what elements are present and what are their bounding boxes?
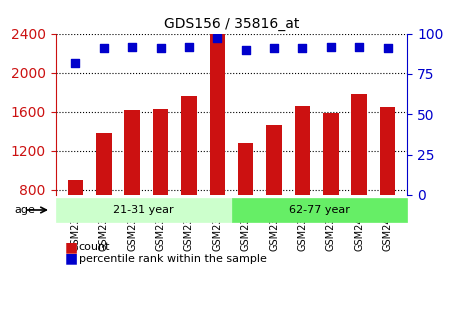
Bar — [266, 125, 282, 195]
Point — [356, 44, 363, 49]
Point — [157, 45, 164, 51]
Point — [384, 45, 391, 51]
Bar — [125, 110, 140, 195]
Bar — [238, 143, 254, 195]
Text: count: count — [79, 242, 110, 252]
Title: GDS156 / 35816_at: GDS156 / 35816_at — [164, 17, 299, 31]
Text: age: age — [14, 205, 35, 215]
Point — [327, 44, 335, 49]
Bar — [351, 94, 367, 195]
Point — [213, 36, 221, 41]
Bar — [181, 96, 197, 195]
Bar — [96, 133, 112, 195]
Point — [185, 44, 193, 49]
Point — [242, 47, 250, 52]
Text: ■: ■ — [65, 252, 78, 266]
Text: percentile rank within the sample: percentile rank within the sample — [79, 254, 267, 264]
Text: 21-31 year: 21-31 year — [113, 205, 174, 215]
Point — [299, 45, 306, 51]
Point — [128, 44, 136, 49]
Point — [100, 45, 107, 51]
Bar — [153, 109, 169, 195]
Point — [72, 60, 79, 65]
Bar — [380, 107, 395, 195]
Bar — [323, 113, 338, 195]
Bar — [209, 34, 225, 195]
Text: 62-77 year: 62-77 year — [289, 205, 350, 215]
Bar — [68, 180, 83, 195]
Text: ■: ■ — [65, 240, 78, 254]
Bar — [294, 106, 310, 195]
Point — [270, 45, 278, 51]
